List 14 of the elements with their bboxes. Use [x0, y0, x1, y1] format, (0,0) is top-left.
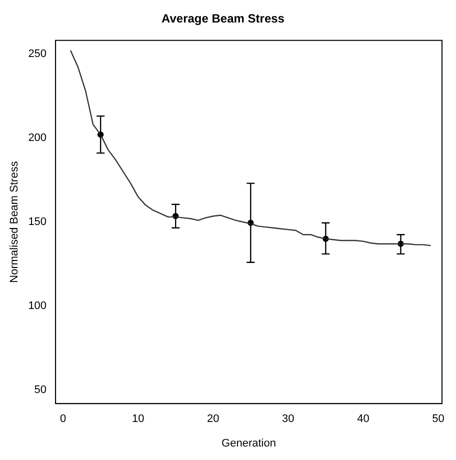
x-tick-label: 10: [132, 413, 144, 426]
y-tick-label: 50: [34, 384, 47, 396]
y-tick-label: 200: [28, 132, 47, 144]
y-tick-label: 150: [28, 216, 47, 228]
chart-title: Average Beam Stress: [162, 12, 285, 26]
x-tick-label: 50: [432, 413, 444, 426]
x-axis-title: Generation: [222, 437, 276, 450]
x-tick-label: 20: [207, 413, 220, 426]
x-tick-label: 30: [282, 413, 294, 426]
y-axis-title: Normalised Beam Stress: [8, 160, 21, 283]
y-tick-label: 100: [28, 300, 47, 312]
x-tick-label: 0: [60, 413, 66, 426]
y-tick-label: 250: [28, 48, 47, 60]
x-tick-label: 40: [357, 413, 370, 426]
